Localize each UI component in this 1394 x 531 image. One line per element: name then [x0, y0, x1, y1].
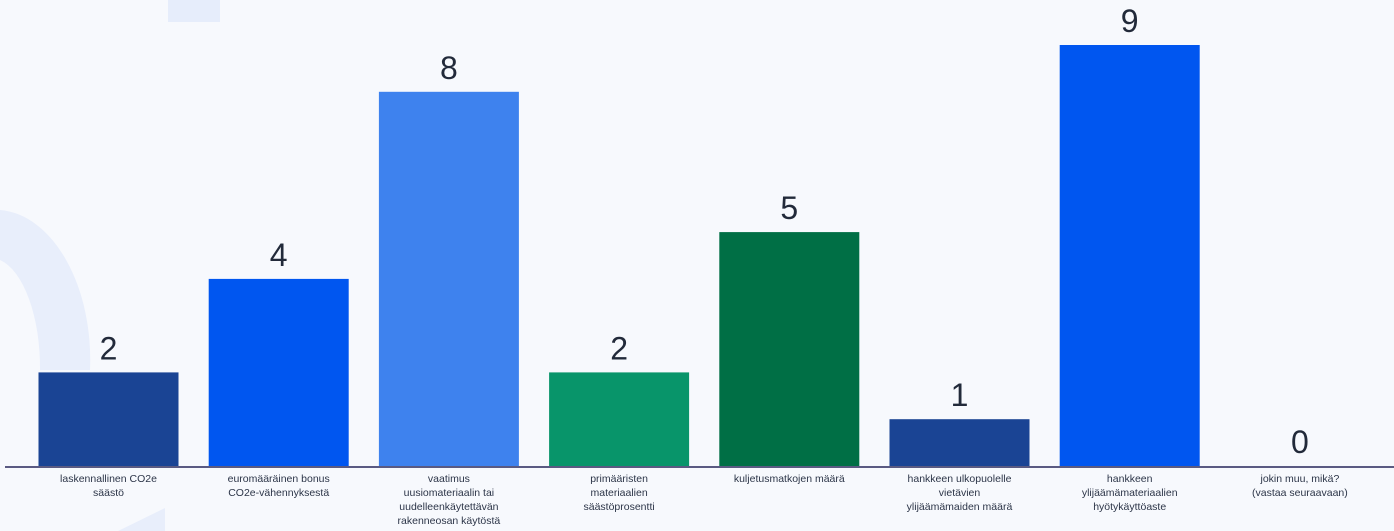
bar-2 [208, 278, 349, 466]
decor-arc [0, 210, 91, 370]
bar-1 [38, 372, 179, 466]
bar-value-label: 2 [100, 330, 118, 366]
value-labels: 2 4 8 2 5 1 9 0 [100, 3, 1309, 460]
bar-3 [378, 91, 519, 467]
category-label: hankkeen ylijäämämateriaalien hyötykäyttöa… [1082, 473, 1178, 513]
bar-value-label: 5 [780, 190, 798, 226]
bar-value-label: 9 [1121, 3, 1139, 39]
bar-value-label: 4 [270, 237, 288, 273]
bar-value-label: 2 [610, 330, 628, 366]
decor-square [168, 0, 220, 22]
bar-value-label: 0 [1291, 424, 1309, 460]
bar-7 [1059, 45, 1200, 466]
category-label: kuljetusmatkojen määrä [734, 473, 845, 485]
category-label: vaatimus uusiomateriaalin tai uudelleenkäy… [398, 473, 501, 527]
category-label: laskennallinen CO2e säästö [60, 473, 157, 499]
category-label: primääristen materiaalien säästöprosentti [583, 473, 654, 513]
bars-layer [38, 45, 1200, 467]
category-labels: laskennallinen CO2e säästö euromääräinen b… [60, 473, 1348, 527]
bar-value-label: 8 [440, 50, 458, 86]
bar-value-label: 1 [951, 377, 969, 413]
decor-wedge [118, 508, 165, 531]
category-label: jokin muu, mikä? (vastaa seuraavaan) [1252, 473, 1348, 499]
bar-4 [549, 372, 690, 466]
bar-6 [889, 419, 1030, 466]
bar-5 [719, 232, 860, 466]
category-label: euromääräinen bonus CO2e-vähennyksestä [228, 473, 330, 499]
category-label: hankkeen ulkopuolelle vietävien ylijäämäma… [907, 473, 1013, 513]
